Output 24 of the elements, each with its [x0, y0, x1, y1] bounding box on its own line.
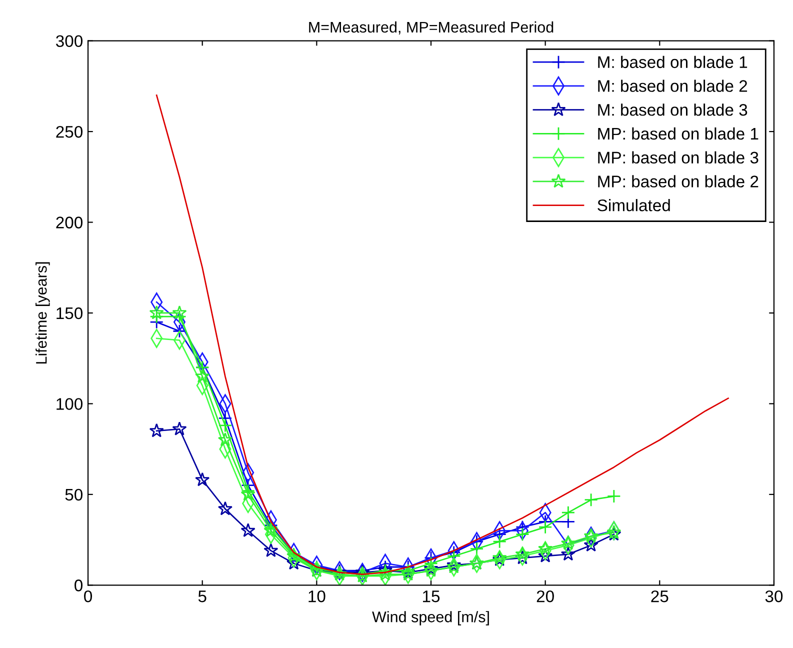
x-tick-label: 10 [308, 590, 326, 602]
legend-label: MP: based on blade 1 [598, 127, 758, 140]
x-tick-label: 20 [536, 590, 554, 602]
y-axis-title: Lifetime [years] [36, 262, 50, 364]
y-tick-label: 150 [56, 307, 83, 320]
y-tick-label: 200 [56, 216, 83, 228]
x-tick-label: 25 [651, 590, 668, 602]
x-tick-label: 15 [423, 590, 440, 602]
legend-label: Simulated [598, 199, 670, 212]
legend-label: M: based on blade 2 [598, 80, 748, 92]
y-tick-label: 50 [65, 488, 83, 501]
y-tick-label: 250 [56, 126, 83, 138]
y-tick-label: 100 [56, 398, 83, 410]
y-tick-label: 0 [74, 580, 83, 592]
x-axis-title: Wind speed [m/s] [372, 611, 489, 626]
y-tick-label: 300 [56, 35, 83, 48]
legend-label: M: based on blade 1 [598, 56, 748, 68]
legend-label: M: based on blade 3 [598, 104, 748, 116]
x-tick-label: 0 [84, 590, 92, 602]
legend-label: MP: based on blade 2 [598, 175, 758, 188]
legend-label: MP: based on blade 3 [598, 151, 758, 164]
x-tick-label: 5 [198, 590, 206, 602]
chart-title: M=Measured, MP=Measured Period [309, 21, 554, 34]
x-tick-label: 30 [765, 590, 783, 602]
